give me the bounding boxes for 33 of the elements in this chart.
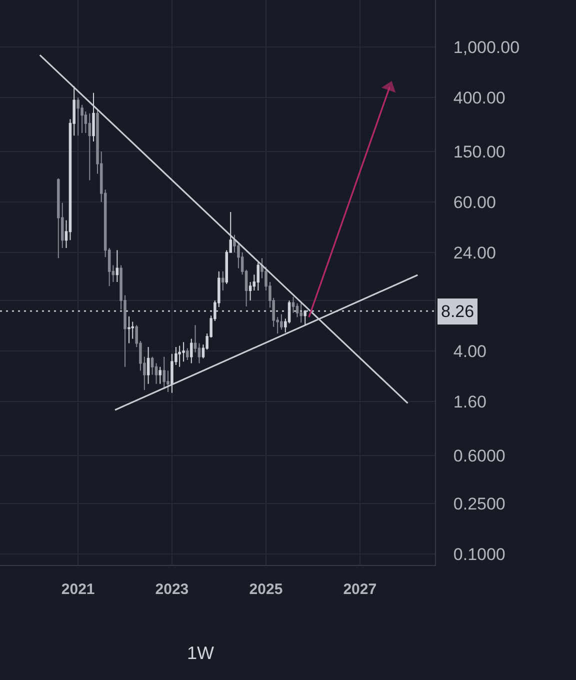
candlestick bbox=[222, 270, 224, 292]
x-tick-label: 2027 bbox=[343, 581, 377, 598]
x-tick-label: 2021 bbox=[61, 581, 95, 598]
candlestick bbox=[280, 314, 283, 330]
candlestick bbox=[158, 366, 162, 384]
y-tick-label: 0.2500 bbox=[453, 494, 506, 514]
candlestick bbox=[162, 356, 166, 390]
x-tick-label: 2025 bbox=[249, 581, 283, 598]
candlestick bbox=[116, 250, 119, 283]
y-tick-label: 1,000.00 bbox=[453, 38, 520, 57]
candlestick bbox=[146, 346, 150, 384]
y-tick-label: 24.00 bbox=[453, 243, 496, 262]
candlestick bbox=[292, 296, 295, 314]
y-tick-label: 150.00 bbox=[453, 142, 506, 162]
y-tick-label: 4.00 bbox=[453, 342, 486, 361]
candlestick bbox=[92, 92, 95, 142]
y-tick-label: 60.00 bbox=[453, 192, 496, 212]
candlestick bbox=[256, 262, 260, 292]
y-tick-label: 400.00 bbox=[453, 88, 506, 108]
candlestick bbox=[178, 345, 181, 368]
candlestick bbox=[57, 178, 60, 259]
x-tick-label: 2023 bbox=[155, 581, 189, 598]
candlestick bbox=[190, 338, 193, 364]
candlestick bbox=[76, 96, 80, 136]
ref-line-label: 8.26 bbox=[441, 302, 474, 321]
y-tick-label: 0.6000 bbox=[453, 446, 506, 466]
candlestick bbox=[186, 348, 189, 360]
candlestick bbox=[128, 316, 130, 344]
candlestick bbox=[300, 302, 302, 324]
candlestick bbox=[88, 112, 92, 181]
y-tick-label: 1.60 bbox=[453, 392, 486, 412]
y-tick-label: 0.1000 bbox=[453, 545, 506, 564]
text: 1W bbox=[187, 643, 214, 663]
